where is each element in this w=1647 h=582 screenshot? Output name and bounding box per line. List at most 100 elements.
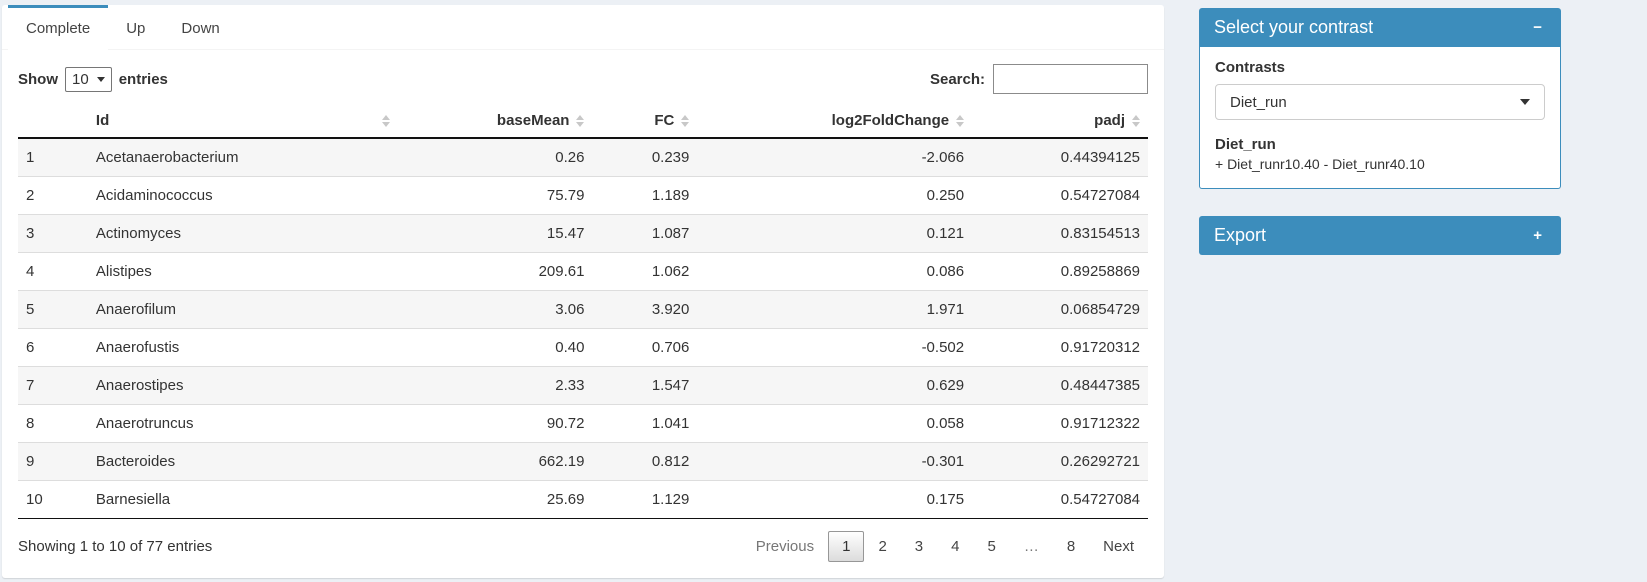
cell-rownum: 1 [18, 137, 88, 177]
cell-log2foldchange: 0.058 [697, 404, 973, 443]
cell-rownum: 5 [18, 290, 88, 329]
cell-id: Alistipes [87, 252, 398, 291]
cell-log2foldchange: 0.250 [697, 176, 973, 215]
cell-basemean: 90.72 [397, 404, 593, 443]
cell-id: Anaerostipes [87, 366, 398, 405]
header-fc[interactable]: FC [592, 106, 698, 139]
table-row[interactable]: 3 Actinomyces 15.47 1.087 0.121 0.83154513 [18, 214, 1148, 253]
contrast-select[interactable]: Diet_run [1215, 84, 1545, 120]
table-row[interactable]: 10 Barnesiella 25.69 1.129 0.175 0.54727084 [18, 480, 1148, 519]
page-button[interactable]: 1 [828, 531, 865, 562]
chevron-down-icon [1520, 99, 1530, 105]
next-button[interactable]: Next [1103, 538, 1134, 555]
tab-up[interactable]: Up [126, 20, 146, 37]
cell-id: Anaerofilum [87, 290, 398, 329]
header-id[interactable]: Id [87, 106, 398, 139]
header-basemean-label: baseMean [496, 112, 570, 129]
collapse-icon[interactable]: − [1533, 19, 1542, 36]
previous-button[interactable]: Previous [755, 538, 815, 555]
cell-padj: 0.44394125 [972, 137, 1148, 177]
cell-log2foldchange: 0.086 [697, 252, 973, 291]
export-box-title: Export [1214, 225, 1267, 245]
cell-id: Anaerotruncus [87, 404, 398, 443]
contrast-box-body: Contrasts Diet_run Diet_run + Diet_runr1… [1199, 47, 1561, 189]
header-log2foldchange[interactable]: log2FoldChange [697, 106, 973, 139]
cell-log2foldchange: 0.121 [697, 214, 973, 253]
cell-basemean: 662.19 [397, 442, 593, 481]
table-row[interactable]: 7 Anaerostipes 2.33 1.547 0.629 0.48447385 [18, 366, 1148, 405]
sort-icon [1132, 114, 1140, 127]
results-table: Id baseMean FC [18, 106, 1148, 519]
header-id-label: Id [95, 112, 110, 129]
cell-basemean: 15.47 [397, 214, 593, 253]
cell-fc: 0.706 [592, 328, 698, 367]
table-row[interactable]: 8 Anaerotruncus 90.72 1.041 0.058 0.91712322 [18, 404, 1148, 443]
cell-basemean: 209.61 [397, 252, 593, 291]
table-row[interactable]: 9 Bacteroides 662.19 0.812 -0.301 0.26292721 [18, 442, 1148, 481]
cell-padj: 0.26292721 [972, 442, 1148, 481]
contrast-formula: + Diet_runr10.40 - Diet_runr40.10 [1215, 156, 1425, 172]
cell-padj: 0.89258869 [972, 252, 1148, 291]
cell-id: Acetanaerobacterium [87, 137, 398, 177]
header-padj[interactable]: padj [972, 106, 1148, 139]
entries-label: entries [118, 70, 168, 88]
table-row[interactable]: 2 Acidaminococcus 75.79 1.189 0.250 0.5472708… [18, 176, 1148, 215]
cell-id: Actinomyces [87, 214, 398, 253]
page-button[interactable]: 2 [878, 538, 887, 555]
contrast-name: Diet_run [1215, 136, 1276, 153]
search-control: Search: [930, 64, 1148, 94]
contrast-box: Select your contrast − Contrasts Diet_ru… [1199, 8, 1561, 189]
cell-rownum: 3 [18, 214, 88, 253]
page-length-select[interactable]: 10 [65, 66, 112, 92]
page-length-control: Show 10 entries [18, 66, 168, 92]
cell-rownum: 9 [18, 442, 88, 481]
cell-basemean: 2.33 [397, 366, 593, 405]
sort-icon [576, 114, 585, 127]
table-row[interactable]: 4 Alistipes 209.61 1.062 0.086 0.89258869 [18, 252, 1148, 291]
expand-icon[interactable]: + [1533, 227, 1542, 244]
contrast-select-value: Diet_run [1230, 93, 1287, 111]
cell-log2foldchange: -2.066 [697, 137, 973, 177]
page-length-value: 10 [72, 70, 89, 88]
tab-complete[interactable]: Complete [8, 5, 109, 50]
sort-icon [381, 114, 390, 127]
export-box: Export + [1199, 216, 1561, 255]
header-basemean[interactable]: baseMean [397, 106, 593, 139]
table-row[interactable]: 5 Anaerofilum 3.06 3.920 1.971 0.06854729 [18, 290, 1148, 329]
cell-fc: 1.189 [592, 176, 698, 215]
cell-basemean: 25.69 [397, 480, 593, 519]
table-row[interactable]: 1 Acetanaerobacterium 0.26 0.239 -2.066 0.443… [18, 137, 1148, 177]
cell-log2foldchange: 0.175 [697, 480, 973, 519]
tab-down[interactable]: Down [181, 20, 220, 37]
header-rownum [18, 106, 88, 139]
cell-padj: 0.06854729 [972, 290, 1148, 329]
cell-fc: 1.129 [592, 480, 698, 519]
cell-log2foldchange: 1.971 [697, 290, 973, 329]
cell-basemean: 0.26 [397, 137, 593, 177]
export-box-header: Export + [1199, 216, 1561, 255]
pagination-pages: 1 2 3 4 5 … 8 [828, 531, 1089, 562]
cell-padj: 0.83154513 [972, 214, 1148, 253]
page-button[interactable]: 8 [1066, 538, 1076, 555]
page-button[interactable]: 4 [951, 538, 960, 555]
page-button[interactable]: 3 [914, 538, 924, 555]
cell-basemean: 75.79 [397, 176, 593, 215]
cell-fc: 1.087 [592, 214, 698, 253]
cell-rownum: 8 [18, 404, 88, 443]
cell-fc: 3.920 [592, 290, 698, 329]
cell-log2foldchange: -0.301 [697, 442, 973, 481]
cell-padj: 0.54727084 [972, 480, 1148, 519]
contrast-box-title: Select your contrast [1214, 17, 1374, 37]
page-button[interactable]: 5 [987, 538, 996, 555]
contrasts-label: Contrasts [1215, 59, 1286, 76]
header-fc-label: FC [654, 112, 675, 129]
table-info: Showing 1 to 10 of 77 entries [18, 538, 213, 555]
cell-id: Bacteroides [87, 442, 398, 481]
table-row[interactable]: 6 Anaerofustis 0.40 0.706 -0.502 0.91720312 [18, 328, 1148, 367]
results-panel: Complete Up Down Show 10 entries Search: [2, 5, 1164, 578]
search-input[interactable] [993, 64, 1148, 94]
sort-icon [956, 114, 965, 127]
contrast-box-header: Select your contrast − [1199, 8, 1561, 47]
cell-padj: 0.48447385 [972, 366, 1148, 405]
sort-icon [681, 114, 690, 127]
